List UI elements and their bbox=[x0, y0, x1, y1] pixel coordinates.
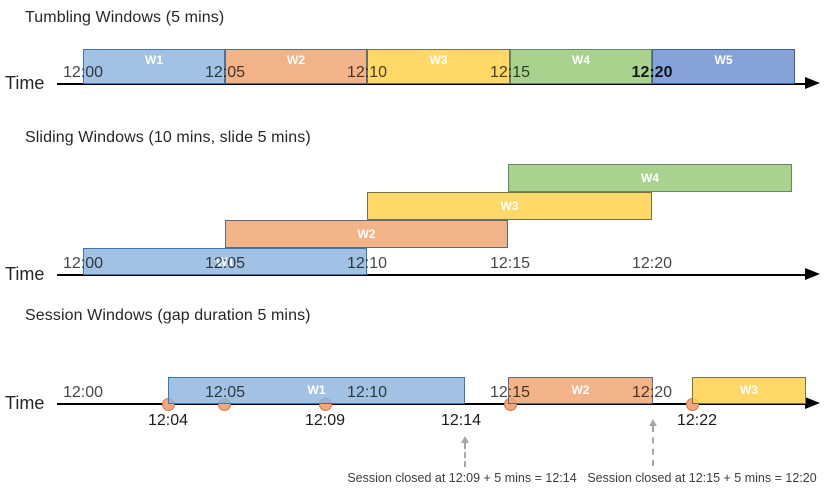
annotation-arrow-head bbox=[461, 436, 469, 443]
time-tick-label: 12:00 bbox=[62, 64, 104, 81]
window-bar-label: W3 bbox=[740, 382, 758, 397]
window-bar: W1 bbox=[168, 377, 465, 404]
session-note: Session closed at 12:15 + 5 mins = 12:20 bbox=[587, 471, 817, 485]
section-title: Tumbling Windows (5 mins) bbox=[25, 9, 225, 26]
time-axis-label: Time bbox=[5, 264, 45, 284]
timeline bbox=[57, 274, 806, 276]
window-bar-label: W2 bbox=[287, 52, 305, 67]
time-tick-label: 12:15 bbox=[489, 384, 531, 401]
session-note: Session closed at 12:09 + 5 mins = 12:14 bbox=[347, 471, 577, 485]
window-bar-label: W4 bbox=[641, 171, 659, 185]
time-tick-label: 12:10 bbox=[346, 64, 388, 81]
section-title: Session Windows (gap duration 5 mins) bbox=[25, 307, 311, 324]
window-bar-label: W3 bbox=[500, 199, 519, 213]
annotation-arrow-line bbox=[652, 426, 654, 466]
window-bar: W1 bbox=[83, 248, 367, 275]
timeline bbox=[57, 403, 806, 405]
window-bar: W1 bbox=[83, 49, 225, 84]
event-time-label: 12:22 bbox=[676, 412, 718, 429]
time-tick-label: 12:10 bbox=[346, 255, 388, 272]
window-bar-label: W1 bbox=[307, 382, 326, 397]
window-bar-label: W1 bbox=[145, 52, 163, 67]
window-bar: W4 bbox=[510, 49, 652, 84]
event-time-label: 12:04 bbox=[147, 412, 189, 429]
window-bar: W4 bbox=[508, 164, 792, 192]
window-bar: W5 bbox=[652, 49, 795, 84]
event-time-label: 12:09 bbox=[304, 412, 346, 429]
window-bar-label: W5 bbox=[714, 52, 733, 67]
timeline-arrowhead bbox=[805, 77, 820, 89]
time-tick-label: 12:15 bbox=[489, 64, 531, 81]
section-title: Sliding Windows (10 mins, slide 5 mins) bbox=[25, 129, 311, 146]
annotation-arrow-head bbox=[649, 419, 657, 426]
window-bar: W2 bbox=[225, 49, 367, 84]
window-bar: W3 bbox=[367, 192, 652, 220]
time-tick-label: 12:05 bbox=[204, 384, 246, 401]
timeline-arrowhead bbox=[805, 397, 820, 409]
time-tick-label: 12:20 bbox=[631, 384, 673, 401]
window-bar-label: W3 bbox=[429, 52, 448, 67]
timeline bbox=[57, 83, 806, 85]
window-bar-label: W1 bbox=[216, 254, 234, 269]
window-bar-label: W4 bbox=[572, 52, 590, 67]
time-tick-label: 12:10 bbox=[346, 384, 388, 401]
time-tick-label: 12:05 bbox=[204, 255, 246, 272]
window-bar: W3 bbox=[692, 377, 806, 404]
window-bar: W2 bbox=[508, 377, 653, 404]
time-tick-label: 12:20 bbox=[631, 64, 673, 81]
annotation-arrow-line bbox=[464, 443, 466, 467]
time-tick-label: 12:00 bbox=[62, 255, 104, 272]
time-tick-label: 12:15 bbox=[489, 255, 531, 272]
window-bar: W3 bbox=[367, 49, 510, 84]
window-bar: W2 bbox=[225, 220, 508, 248]
event-time-label: 12:14 bbox=[440, 412, 482, 429]
timeline-arrowhead bbox=[805, 268, 820, 280]
window-bar-label: W2 bbox=[357, 227, 376, 241]
time-axis-label: Time bbox=[5, 393, 45, 413]
time-tick-label: 12:20 bbox=[631, 255, 673, 272]
time-tick-label: 12:00 bbox=[62, 384, 104, 401]
window-bar-label: W2 bbox=[571, 382, 590, 397]
time-tick-label: 12:05 bbox=[204, 64, 246, 81]
time-axis-label: Time bbox=[5, 73, 45, 93]
